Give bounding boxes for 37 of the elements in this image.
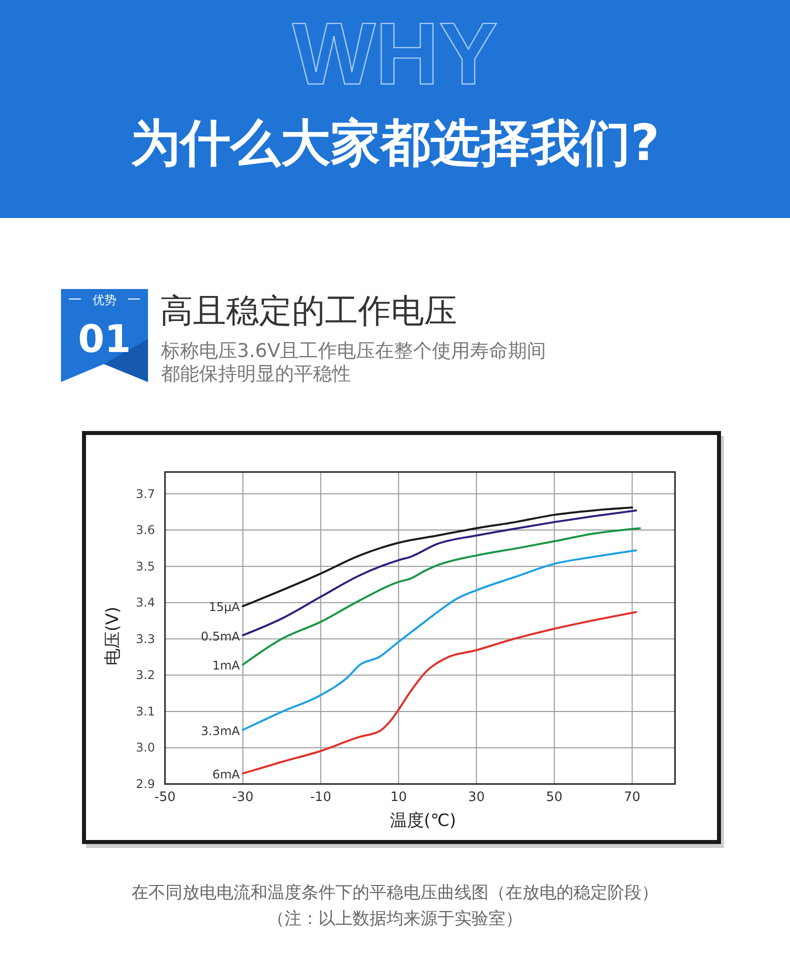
y-tick-label: 3.2 bbox=[136, 668, 155, 682]
text: 都能保持明显的平稳性 bbox=[161, 363, 351, 385]
chart-title: 为什么大家都选择我们? bbox=[130, 114, 660, 172]
text: WHY bbox=[292, 4, 498, 103]
y-tick-label: 3.4 bbox=[136, 596, 155, 610]
line-series bbox=[242, 549, 638, 731]
series-label: 0.5mA bbox=[200, 629, 241, 644]
y-axis-title: 电压(V) bbox=[103, 606, 123, 666]
y-tick-label: 3.6 bbox=[136, 523, 155, 538]
x-tick-label: 10 bbox=[390, 790, 407, 805]
y-tick-label: 3.1 bbox=[136, 704, 155, 718]
y-tick-label: 3.7 bbox=[136, 486, 155, 501]
line-series bbox=[242, 611, 638, 774]
series-label: 1mA bbox=[212, 658, 241, 673]
text: （注：以上数据均来源于实验室） bbox=[268, 909, 522, 929]
text: 标称电压3.6V且工作电压在整个使用寿命期间 bbox=[160, 340, 546, 362]
line-series bbox=[242, 506, 634, 608]
series-label: 15μA bbox=[208, 600, 241, 614]
x-tick-label: 30 bbox=[468, 790, 485, 805]
x-tick-label: -10 bbox=[310, 790, 332, 805]
series-label: 3.3mA bbox=[200, 724, 241, 738]
x-tick-label: 70 bbox=[624, 790, 640, 805]
x-axis-title: 温度(℃) bbox=[390, 811, 456, 831]
line-series bbox=[242, 527, 641, 666]
y-tick-label: 3.5 bbox=[136, 559, 155, 574]
chart-subtitle: 高且稳定的工作电压 bbox=[160, 291, 457, 330]
x-tick-label: -50 bbox=[154, 790, 176, 805]
text: 在不同放电电流和温度条件下的平稳电压曲线图（在放电的稳定阶段） bbox=[132, 883, 658, 903]
y-tick-label: 3.3 bbox=[136, 632, 155, 646]
y-tick-label: 3.0 bbox=[136, 740, 155, 755]
text: 优势 bbox=[92, 293, 116, 307]
text: 01 bbox=[78, 317, 131, 361]
x-tick-label: -30 bbox=[232, 790, 254, 805]
x-tick-label: 50 bbox=[546, 790, 563, 805]
line-series bbox=[242, 509, 638, 636]
series-label: 6mA bbox=[212, 767, 241, 782]
y-tick-label: 2.9 bbox=[136, 777, 155, 791]
